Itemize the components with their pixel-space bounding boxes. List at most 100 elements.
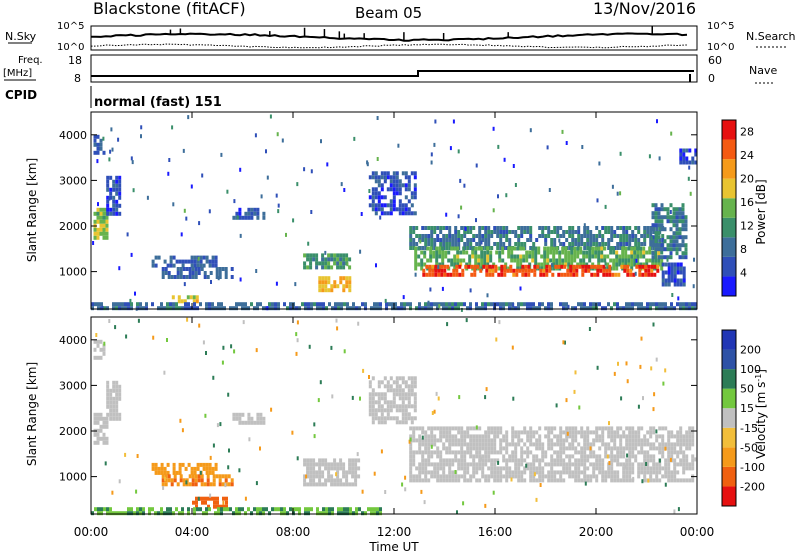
power-cell-12 [608,264,612,269]
velocity-scatter-cell [222,345,225,350]
power-cell-12 [428,272,432,277]
power-cell-11 [597,246,601,251]
velocity-cell-9 [616,434,620,439]
velocity-cell-9 [595,462,599,467]
velocity-cell-9 [679,434,683,439]
power-cell-10 [463,230,467,234]
power-cell-11 [504,262,508,267]
velocity-cell-10 [361,511,364,516]
velocity-cell-9 [457,458,461,463]
velocity-scatter-cell [409,437,412,442]
power-cell-11 [648,258,652,263]
power-cell-8 [195,295,199,300]
velocity-cell-2 [112,396,116,401]
power-cell-6 [315,257,319,262]
power-cell-3 [190,263,194,268]
power-cell-3 [187,259,191,264]
power-cell-6 [306,257,310,262]
velocity-cell-9 [418,474,422,479]
power-cell-16 [193,306,196,311]
velocity-cell-9 [610,430,614,435]
power-cell-3 [166,263,170,268]
velocity-cell-9 [454,434,458,439]
velocity-cell-9 [499,446,503,451]
power-cell-12 [656,268,660,273]
velocity-cell-9 [457,450,461,455]
power-scatter-cell [140,125,143,130]
power-cell-13 [651,211,655,216]
power-cell-11 [477,262,481,267]
power-cell-10 [598,230,602,234]
velocity-cell-5 [235,412,239,417]
velocity-cell-4 [179,478,183,483]
power-scatter-cell [648,154,651,159]
power-cell-10 [508,230,512,234]
power-cell-16 [658,302,661,307]
velocity-cell-9 [625,446,629,451]
power-cell-11 [489,250,493,255]
power-cell-10 [577,238,581,242]
power-cell-3 [175,259,179,264]
colorbar-frame [721,119,737,297]
power-cell-12 [503,264,507,269]
velocity-cell-9 [547,438,551,443]
velocity-cell-9 [646,470,650,475]
velocity-cell-6 [354,458,358,463]
velocity-colorbar-tick: -15 [740,422,758,435]
velocity-cell-4 [170,482,174,487]
velocity-cell-9 [523,466,527,471]
velocity-cell-6 [354,462,358,467]
velocity-cell-9 [619,438,623,443]
power-cell-6 [303,265,307,270]
velocity-cell-8 [413,392,417,397]
velocity-cell-2 [115,412,119,417]
power-cell-10 [466,238,470,242]
power-scatter-cell [376,116,379,120]
power-cell-11 [447,258,451,263]
velocity-cell-9 [508,454,512,459]
colorbar-segment [722,217,736,238]
velocity-cell-9 [448,458,452,463]
power-cell-11 [579,246,583,251]
power-cell-9 [380,171,384,176]
power-cell-11 [435,254,439,259]
power-cell-10 [619,238,623,242]
velocity-cell-9 [613,442,617,447]
power-cell-13 [657,207,661,212]
power-scatter-cell [183,282,186,287]
power-cell-14 [682,274,686,279]
velocity-cell-9 [559,454,563,459]
velocity-cell-9 [640,462,644,467]
velocity-cell-3 [160,470,164,475]
power-cell-6 [315,253,319,258]
power-cell-9 [371,187,375,192]
power-cell-11 [471,250,475,255]
velocity-cell-6 [318,478,322,483]
velocity-cell-10 [205,511,208,516]
power-cell-11 [657,262,661,267]
velocity-cell-10 [286,511,289,516]
power-cell-0 [102,223,106,228]
power-cell-11 [552,262,556,267]
power-cell-11 [441,262,445,267]
power-cell-16 [286,306,289,311]
power-cell-10 [592,242,596,246]
velocity-cell-10 [118,511,121,516]
velocity-cell-8 [389,376,393,381]
velocity-cell-9 [454,458,458,463]
power-cell-9 [374,203,378,208]
velocity-cell-9 [481,462,485,467]
velocity-scatter-cell [244,496,247,501]
velocity-scatter-cell [625,361,628,366]
velocity-cell-9 [505,478,509,483]
velocity-scatter-cell [216,423,219,428]
velocity-cell-9 [667,446,671,451]
power-cell-10 [592,238,596,242]
velocity-cell-9 [532,430,536,435]
velocity-scatter-cell [185,480,188,485]
power-scatter-cell [616,191,619,196]
power-cell-16 [112,306,115,311]
power-cell-11 [531,246,535,251]
velocity-cell-9 [514,430,518,435]
power-cell-16 [658,306,661,311]
